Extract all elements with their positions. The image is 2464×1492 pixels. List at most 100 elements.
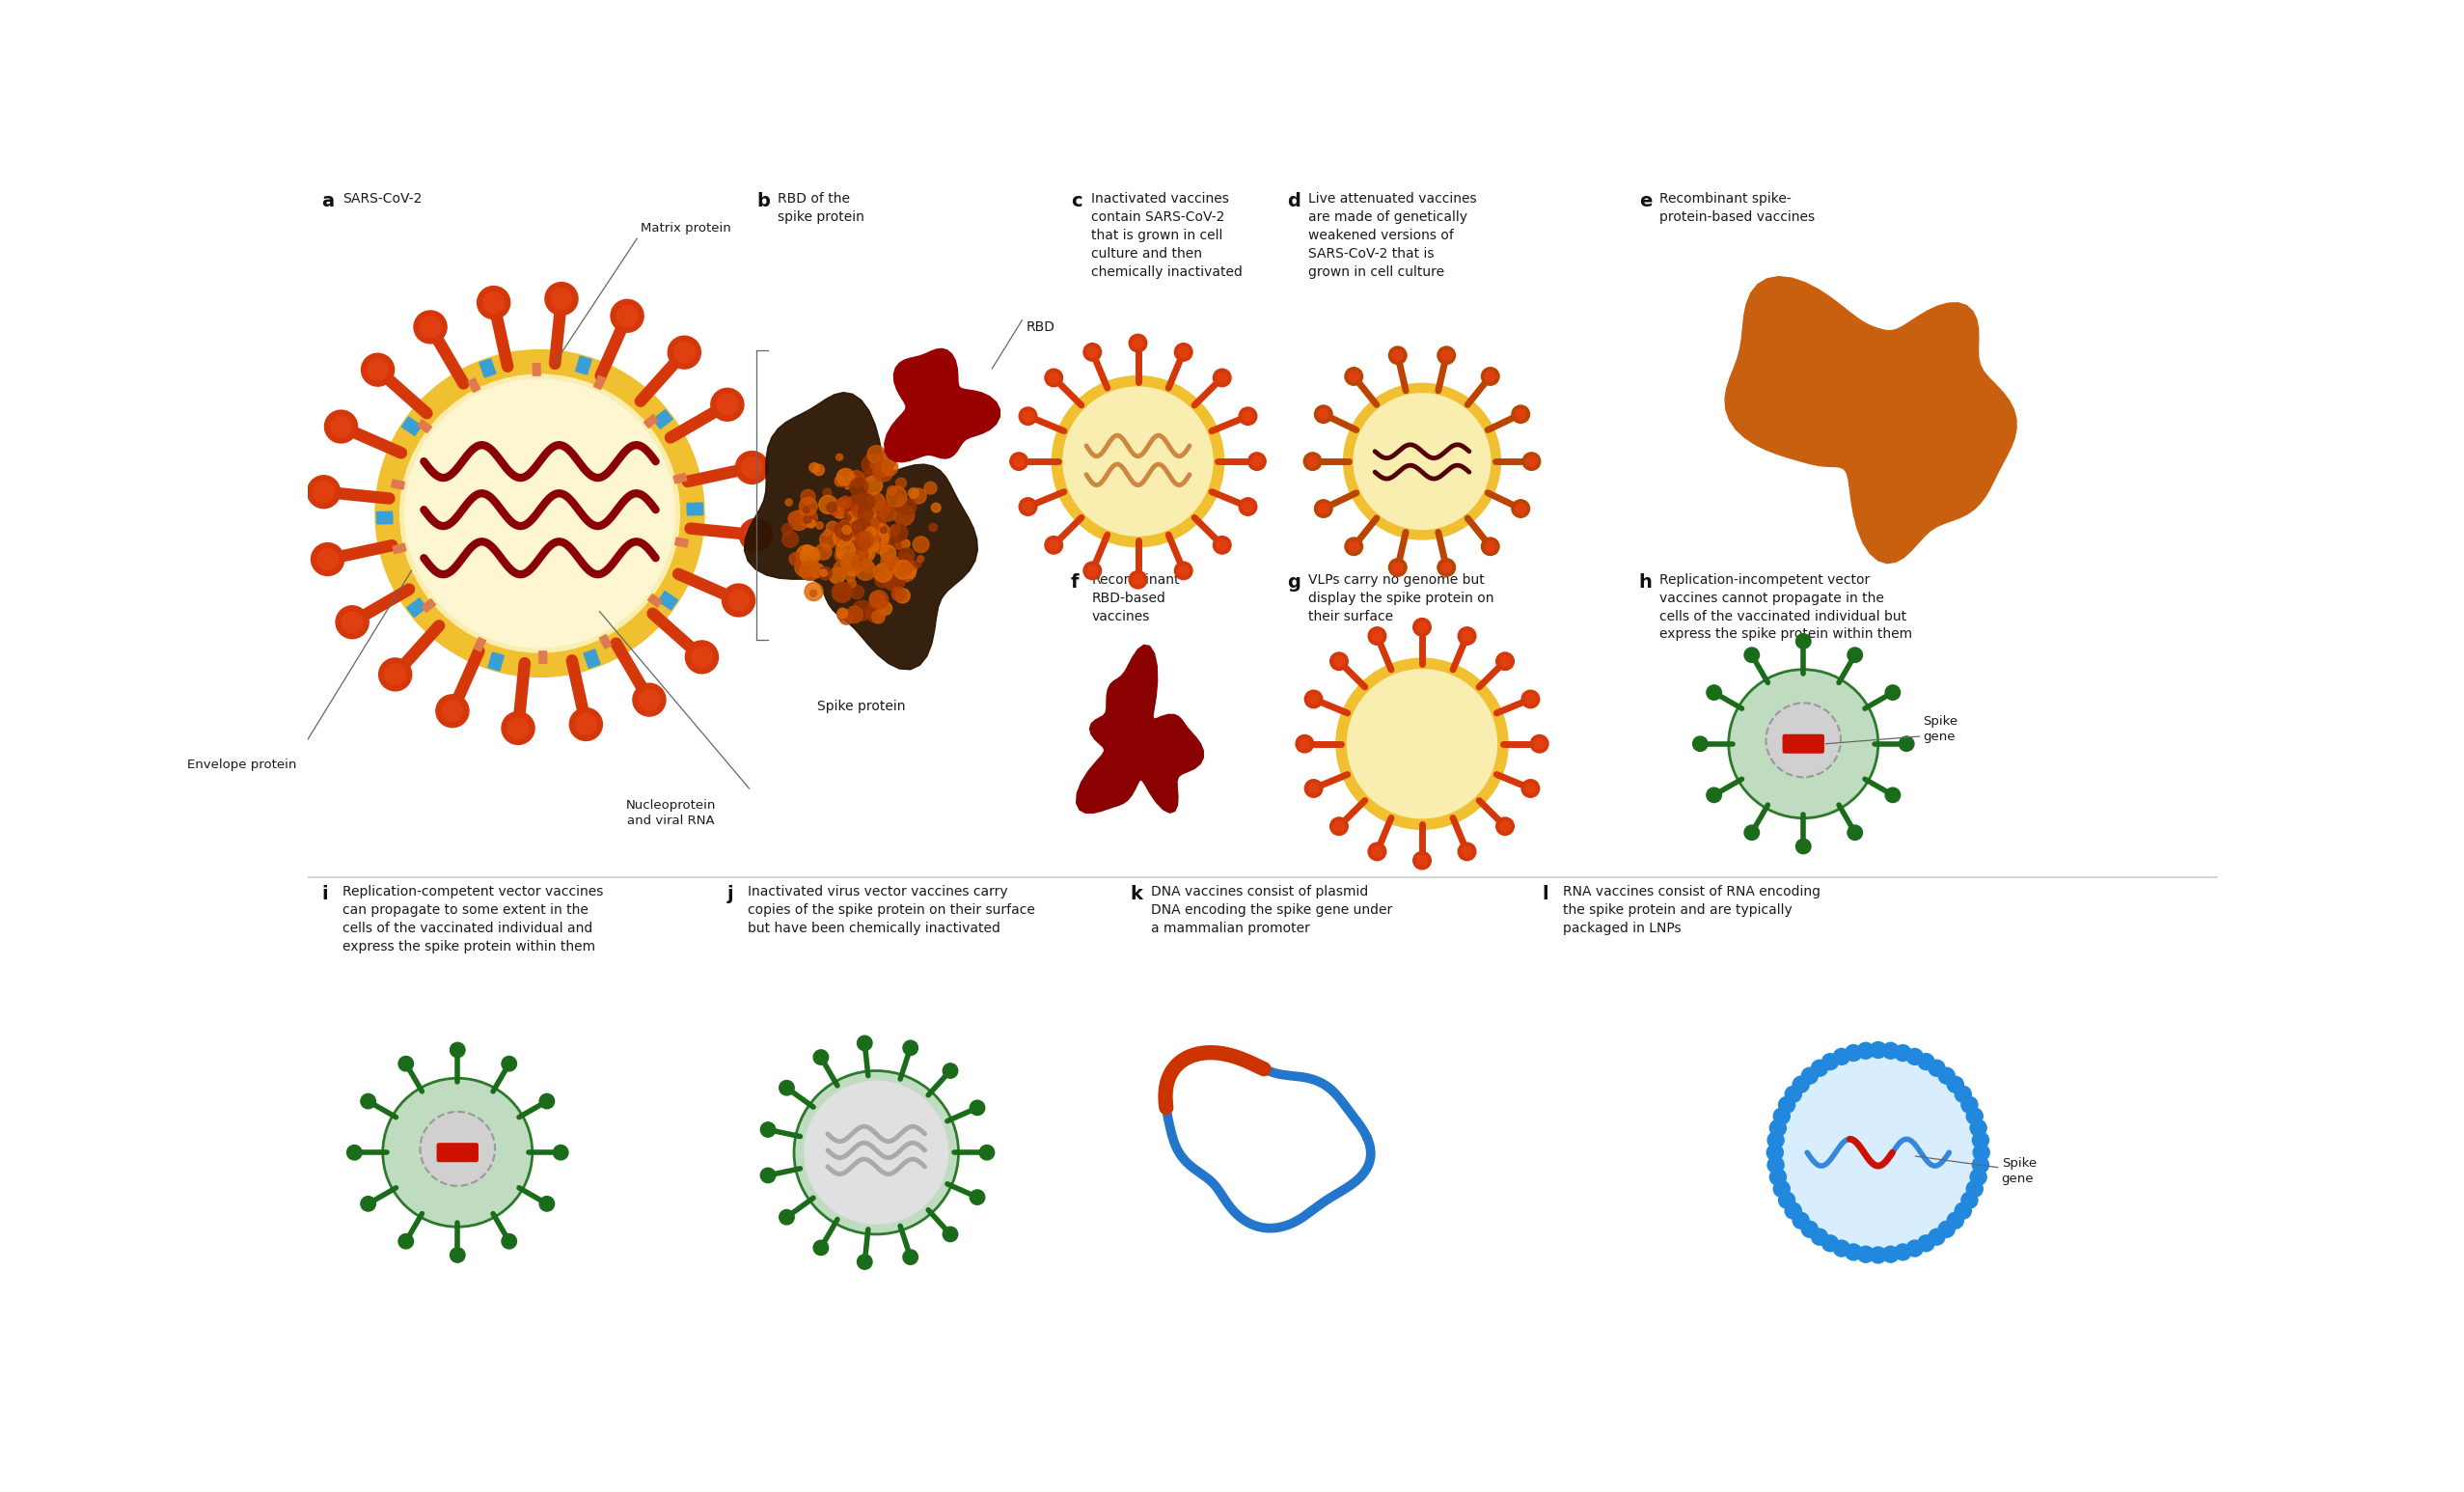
Circle shape [1796,839,1811,853]
Circle shape [1412,618,1432,636]
Circle shape [816,543,833,560]
Circle shape [902,540,909,549]
Circle shape [1348,542,1360,552]
Circle shape [1303,779,1323,797]
Circle shape [1486,542,1496,552]
Circle shape [850,476,860,483]
Circle shape [897,567,914,582]
Circle shape [880,527,887,534]
Circle shape [880,527,887,533]
Circle shape [801,561,821,580]
Circle shape [367,360,389,380]
Circle shape [1175,343,1193,361]
Circle shape [855,534,867,548]
Circle shape [1313,500,1333,518]
Circle shape [1417,622,1427,633]
Circle shape [1461,631,1471,642]
Circle shape [865,519,872,527]
Circle shape [857,534,870,545]
Circle shape [835,522,853,539]
Circle shape [803,545,813,555]
Circle shape [855,534,870,549]
Circle shape [1023,410,1032,421]
Circle shape [569,709,601,740]
Text: RBD of the
spike protein: RBD of the spike protein [779,192,865,224]
Circle shape [899,548,914,564]
Circle shape [848,533,862,548]
Polygon shape [473,637,485,652]
Circle shape [902,1040,919,1055]
Circle shape [798,497,818,515]
Circle shape [616,306,638,327]
Polygon shape [594,376,606,389]
Circle shape [1882,1043,1900,1059]
Circle shape [419,316,441,337]
Circle shape [1345,537,1363,555]
Circle shape [801,546,821,565]
Circle shape [1239,407,1257,425]
Circle shape [1333,656,1345,667]
Circle shape [914,560,922,568]
Circle shape [897,495,907,506]
Circle shape [1020,498,1037,516]
Circle shape [821,570,828,576]
Circle shape [840,610,853,625]
Text: SARS-CoV-2: SARS-CoV-2 [342,192,421,206]
Circle shape [838,610,848,621]
Circle shape [853,518,870,536]
Circle shape [1708,788,1722,803]
Polygon shape [687,503,702,515]
Text: i: i [320,885,328,903]
Circle shape [857,494,875,510]
Circle shape [1774,1049,1984,1256]
Circle shape [853,557,867,571]
Circle shape [308,476,340,509]
Circle shape [885,560,902,574]
Circle shape [811,564,825,577]
Circle shape [1907,1240,1922,1256]
Polygon shape [653,410,673,428]
Circle shape [865,603,885,622]
Text: Replication-incompetent vector
vaccines cannot propagate in the
cells of the vac: Replication-incompetent vector vaccines … [1661,573,1912,642]
Circle shape [857,528,865,536]
Circle shape [870,463,877,468]
Circle shape [887,557,902,570]
Circle shape [860,548,872,560]
Circle shape [1523,691,1540,709]
Circle shape [867,492,885,510]
Circle shape [692,646,712,667]
Text: c: c [1072,192,1082,210]
Circle shape [1496,818,1513,836]
Circle shape [1515,503,1525,513]
Circle shape [577,713,596,734]
Polygon shape [480,358,495,377]
Circle shape [835,498,850,515]
Circle shape [1084,343,1101,361]
Circle shape [843,525,850,534]
Circle shape [1767,1156,1784,1173]
Circle shape [840,554,860,571]
Circle shape [835,454,843,461]
Circle shape [1784,1203,1801,1219]
Circle shape [848,494,867,513]
Text: d: d [1289,192,1301,210]
Circle shape [1481,537,1498,555]
Circle shape [850,585,865,598]
Circle shape [840,500,848,507]
Circle shape [823,530,830,536]
Circle shape [796,545,818,565]
Circle shape [441,701,463,722]
Circle shape [1133,337,1143,348]
Circle shape [1345,367,1363,385]
Circle shape [1412,852,1432,870]
Circle shape [1846,1244,1863,1261]
Circle shape [1961,1097,1979,1113]
Circle shape [379,658,411,691]
Circle shape [838,552,845,560]
Text: Recombinant spike-
protein-based vaccines: Recombinant spike- protein-based vaccine… [1661,192,1816,224]
Circle shape [1821,1053,1838,1070]
Circle shape [310,543,345,576]
Circle shape [803,507,808,513]
Circle shape [865,527,877,539]
Circle shape [788,510,808,530]
